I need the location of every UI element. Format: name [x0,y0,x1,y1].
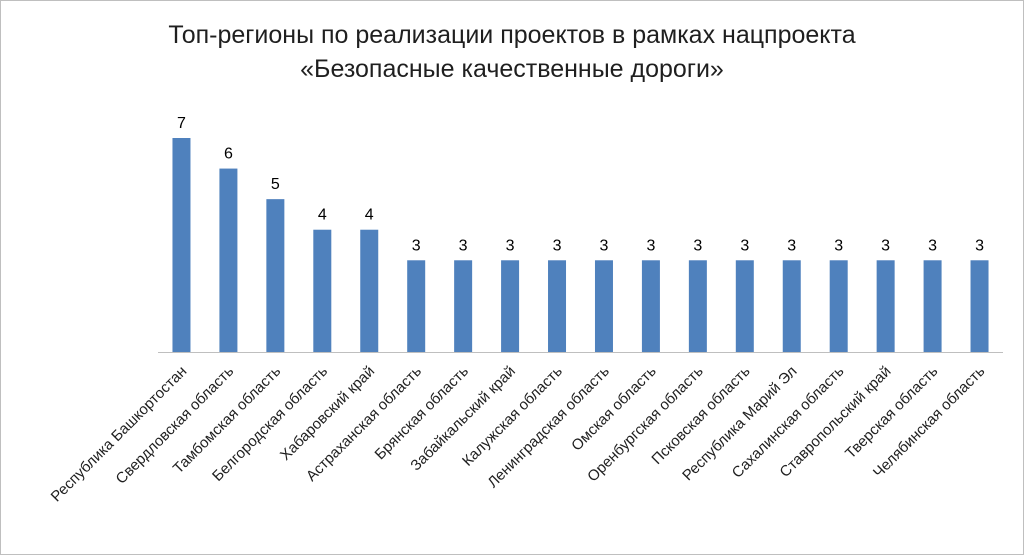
value-label-15: 3 [834,237,843,254]
bar-5 [360,229,379,352]
value-label-13: 3 [740,237,749,254]
value-label-18: 3 [975,237,984,254]
value-label-14: 3 [787,237,796,254]
value-label-12: 3 [693,237,702,254]
value-label-11: 3 [646,237,655,254]
bar-3 [266,199,285,352]
bar-2 [219,168,238,352]
value-label-8: 3 [506,237,515,254]
value-label-4: 4 [318,207,327,224]
value-labels-group: 7 6 5 4 4 3 3 3 3 3 3 3 3 3 3 3 3 3 [177,115,984,254]
bar-14 [782,260,801,352]
chart-title-line-2: «Безопасные качественные дороги» [300,55,724,83]
bar-4 [313,229,332,352]
value-label-2: 6 [224,146,233,163]
value-label-9: 3 [553,237,562,254]
value-label-3: 5 [271,176,280,193]
bar-1 [172,138,191,352]
value-label-16: 3 [881,237,890,254]
bar-15 [829,260,848,352]
bar-12 [688,260,707,352]
value-label-10: 3 [600,237,609,254]
bar-7 [454,260,473,352]
bar-13 [735,260,754,352]
category-label-11: Омская область [568,363,660,455]
bar-17 [923,260,942,352]
value-label-6: 3 [412,237,421,254]
value-label-1: 7 [177,115,186,132]
bar-18 [970,260,989,352]
value-label-17: 3 [928,237,937,254]
bar-9 [548,260,567,352]
chart-title: Топ-регионы по реализации проектов в рам… [0,18,1024,86]
bar-16 [876,260,895,352]
chart-title-line-1: Топ-регионы по реализации проектов в рам… [168,21,856,49]
value-label-7: 3 [459,237,468,254]
bar-11 [641,260,660,352]
bar-8 [501,260,520,352]
bar-6 [407,260,426,352]
bar-10 [594,260,613,352]
value-label-5: 4 [365,207,374,224]
bars-group [172,138,989,352]
